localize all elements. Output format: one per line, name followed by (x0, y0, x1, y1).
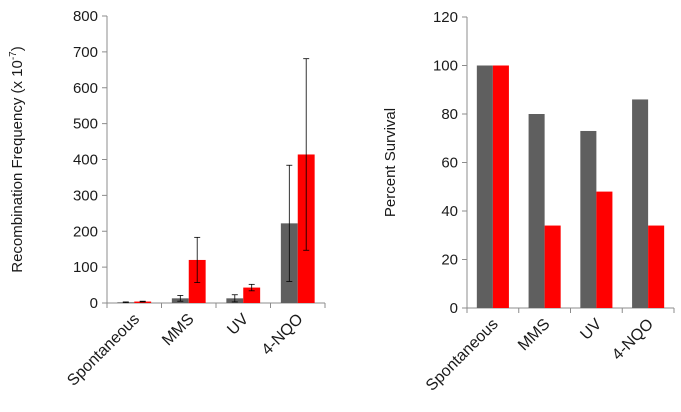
chart1-category-label: Spontaneous (64, 311, 143, 390)
chart2-y-tick-label: 20 (441, 252, 458, 269)
chart1-y-axis-label: Recombination Frequency (x 10-7) (8, 46, 26, 273)
chart2-bar-mms-series2 (544, 225, 561, 308)
chart2-bar-mms-series1 (528, 114, 545, 308)
chart2-category-label: Spontaneous (423, 316, 502, 395)
chart2-category-label: MMS (515, 316, 553, 354)
chart1-y-tick-label: 300 (73, 187, 98, 204)
chart1-category-label: UV (224, 311, 252, 339)
chart1-category-label: MMS (159, 311, 197, 349)
chart2-y-tick-label: 100 (433, 58, 458, 75)
chart1-y-tick-label: 400 (73, 152, 98, 169)
chart2-y-tick-label: 120 (433, 9, 458, 26)
chart2-category-label: UV (577, 316, 605, 344)
chart1-bar-uv-series2 (243, 287, 261, 303)
chart1-y-tick-label: 200 (73, 223, 98, 240)
chart2-bar-spontaneous-series2 (492, 65, 509, 308)
chart2-bar-4-nqo-series2 (648, 225, 665, 308)
chart2-bar-4-nqo-series1 (632, 99, 649, 308)
chart2-bar-spontaneous-series1 (476, 65, 493, 308)
chart2-y-tick-label: 60 (441, 155, 458, 172)
chart1-category-label: 4-NQO (259, 311, 307, 359)
chart2-bar-uv-series2 (596, 191, 613, 308)
chart1-y-tick-label: 700 (73, 44, 98, 61)
chart2-y-axis-label: Percent Survival (382, 108, 399, 217)
chart1-y-axis-label-main: Recombination Frequency (x 10 (9, 60, 26, 273)
chart2-y-tick-label: 40 (441, 203, 458, 220)
chart1-y-axis-label-exponent: -7 (8, 51, 19, 60)
chart1-y-tick-label: 0 (90, 295, 98, 312)
chart1-y-tick-label: 600 (73, 80, 98, 97)
chart1-y-tick-label: 100 (73, 259, 98, 276)
chart2-bar-uv-series1 (580, 130, 597, 308)
chart1-y-axis-label-suffix: ) (9, 46, 26, 51)
chart2-y-tick-label: 0 (450, 300, 458, 317)
chart1-y-tick-label: 500 (73, 116, 98, 133)
chart2-y-axis-label-main: Percent Survival (382, 108, 399, 217)
chart2-category-label: 4-NQO (609, 316, 657, 364)
chart2-y-tick-label: 80 (441, 106, 458, 123)
chart1-y-tick-label: 800 (73, 8, 98, 25)
